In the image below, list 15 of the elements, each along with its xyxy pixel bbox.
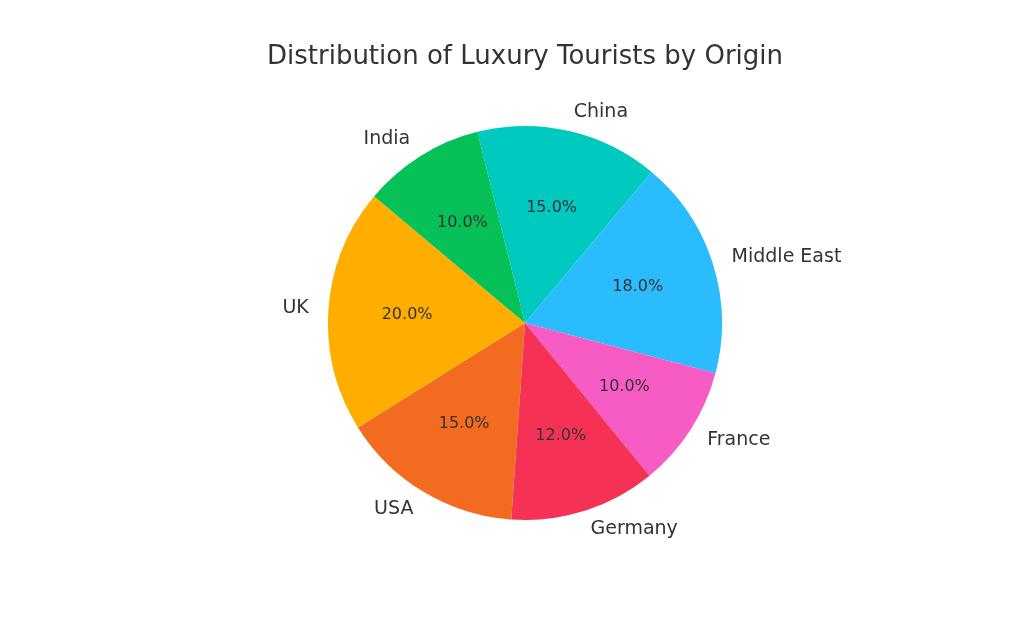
slice-label: UK bbox=[282, 294, 310, 317]
slice-label: USA bbox=[374, 495, 414, 518]
slice-label: France bbox=[707, 427, 771, 450]
data-label: 18.0% bbox=[612, 276, 664, 296]
slice-label: Germany bbox=[590, 516, 678, 539]
slice-label: India bbox=[363, 126, 411, 149]
data-label: 10.0% bbox=[436, 211, 488, 231]
data-label: 15.0% bbox=[438, 413, 490, 433]
data-label: 12.0% bbox=[535, 424, 587, 444]
chart-title: Distribution of Luxury Tourists by Origin bbox=[266, 39, 784, 70]
data-label: 15.0% bbox=[526, 196, 577, 216]
data-label: 20.0% bbox=[381, 303, 433, 323]
data-label: 10.0% bbox=[598, 376, 650, 396]
slice-label: Middle East bbox=[731, 244, 842, 267]
slice-label: China bbox=[573, 98, 629, 121]
